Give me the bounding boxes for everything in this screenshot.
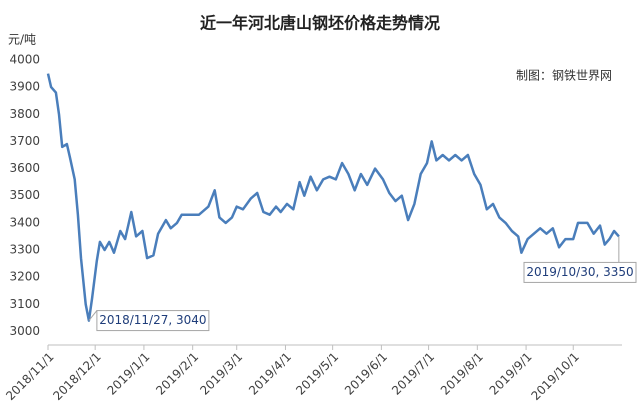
y-axis-label: 元/吨	[8, 33, 36, 47]
label-box	[523, 261, 637, 283]
y-tick-label: 3500	[9, 188, 40, 202]
label-box	[96, 310, 210, 332]
y-tick-label: 3200	[9, 270, 40, 284]
y-tick-label: 3600	[9, 161, 40, 175]
label-leader	[88, 310, 98, 321]
y-tick-label: 3000	[9, 324, 40, 338]
y-tick-label: 3700	[9, 134, 40, 148]
y-tick-label: 3400	[9, 215, 40, 229]
data-label: 2019/10/30, 3350	[526, 265, 633, 279]
source-note: 制图：钢铁世界网	[516, 69, 612, 83]
y-tick-label: 3900	[9, 80, 40, 94]
chart-title: 近一年河北唐山钢坯价格走势情况	[200, 14, 440, 33]
y-tick-label: 3100	[9, 297, 40, 311]
y-tick-label: 3800	[9, 107, 40, 121]
data-label: 2018/11/27, 3040	[99, 313, 206, 327]
y-tick-label: 3300	[9, 243, 40, 257]
price-line	[46, 73, 620, 322]
y-tick-label: 4000	[9, 53, 40, 67]
